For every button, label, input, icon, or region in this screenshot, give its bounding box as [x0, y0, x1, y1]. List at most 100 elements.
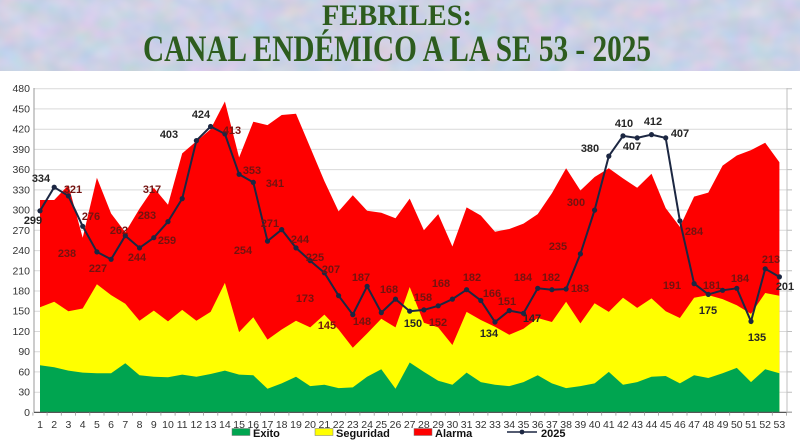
svg-text:26: 26 [390, 419, 402, 431]
svg-text:FEBRILES:: FEBRILES: [322, 0, 472, 32]
svg-text:90: 90 [18, 346, 30, 358]
svg-text:29: 29 [432, 419, 444, 431]
svg-text:341: 341 [266, 178, 284, 190]
svg-text:300: 300 [567, 197, 585, 209]
svg-text:191: 191 [663, 280, 681, 292]
svg-text:300: 300 [12, 205, 30, 217]
svg-text:30: 30 [447, 419, 459, 431]
svg-text:20: 20 [304, 419, 316, 431]
svg-text:5: 5 [94, 419, 100, 431]
svg-text:187: 187 [352, 272, 370, 284]
svg-text:1: 1 [37, 419, 43, 431]
svg-text:420: 420 [12, 124, 30, 136]
svg-text:35: 35 [518, 419, 530, 431]
svg-text:182: 182 [463, 272, 481, 284]
svg-text:210: 210 [12, 265, 30, 277]
svg-text:168: 168 [432, 278, 450, 290]
svg-text:283: 283 [138, 210, 156, 222]
svg-text:259: 259 [158, 235, 176, 247]
svg-text:53: 53 [774, 419, 786, 431]
svg-text:47: 47 [688, 419, 700, 431]
svg-text:284: 284 [685, 226, 704, 238]
svg-text:50: 50 [731, 419, 743, 431]
svg-text:3: 3 [65, 419, 71, 431]
svg-text:148: 148 [353, 316, 371, 328]
svg-text:0: 0 [24, 407, 30, 419]
svg-text:23: 23 [347, 419, 359, 431]
svg-text:52: 52 [759, 419, 771, 431]
svg-text:183: 183 [571, 283, 589, 295]
svg-text:28: 28 [418, 419, 430, 431]
svg-text:22: 22 [333, 419, 345, 431]
svg-text:60: 60 [18, 366, 30, 378]
svg-text:17: 17 [262, 419, 274, 431]
svg-text:Éxito: Éxito [253, 427, 280, 440]
svg-text:24: 24 [361, 419, 373, 431]
svg-text:CANAL ENDÉMICO A LA SE 53 - 20: CANAL ENDÉMICO A LA SE 53 - 2025 [143, 28, 651, 70]
svg-text:276: 276 [82, 211, 100, 223]
svg-text:18: 18 [276, 419, 288, 431]
svg-text:32: 32 [475, 419, 487, 431]
svg-text:173: 173 [296, 293, 314, 305]
svg-text:271: 271 [261, 218, 279, 230]
svg-text:244: 244 [291, 234, 310, 246]
svg-text:158: 158 [414, 292, 432, 304]
svg-text:410: 410 [615, 118, 633, 130]
svg-text:15: 15 [233, 419, 245, 431]
svg-text:46: 46 [674, 419, 686, 431]
svg-text:390: 390 [12, 144, 30, 156]
svg-text:13: 13 [205, 419, 217, 431]
svg-text:244: 244 [128, 252, 147, 264]
svg-text:353: 353 [243, 165, 261, 177]
svg-text:11: 11 [177, 419, 188, 431]
svg-text:25: 25 [375, 419, 387, 431]
svg-text:10: 10 [162, 419, 174, 431]
svg-text:9: 9 [151, 419, 157, 431]
svg-text:12: 12 [191, 419, 203, 431]
svg-text:134: 134 [480, 328, 499, 340]
svg-text:8: 8 [137, 419, 143, 431]
svg-text:317: 317 [143, 184, 161, 196]
svg-text:166: 166 [483, 288, 501, 300]
svg-text:37: 37 [546, 419, 558, 431]
svg-text:Seguridad: Seguridad [336, 428, 390, 440]
svg-text:38: 38 [560, 419, 572, 431]
svg-text:152: 152 [429, 317, 447, 329]
svg-text:480: 480 [12, 83, 30, 95]
svg-text:270: 270 [12, 225, 30, 237]
svg-text:145: 145 [318, 320, 336, 332]
svg-text:413: 413 [223, 125, 241, 137]
svg-text:330: 330 [12, 184, 30, 196]
svg-text:201: 201 [776, 281, 794, 293]
svg-text:2: 2 [51, 419, 57, 431]
svg-text:27: 27 [404, 419, 416, 431]
svg-text:150: 150 [12, 306, 30, 318]
svg-text:424: 424 [192, 109, 211, 121]
svg-text:225: 225 [306, 252, 324, 264]
svg-text:175: 175 [699, 305, 717, 317]
svg-text:235: 235 [549, 241, 567, 253]
svg-text:227: 227 [89, 263, 107, 275]
svg-text:34: 34 [503, 419, 515, 431]
svg-text:412: 412 [644, 116, 662, 128]
svg-text:407: 407 [671, 128, 689, 140]
svg-text:39: 39 [575, 419, 587, 431]
svg-text:184: 184 [514, 272, 533, 284]
svg-text:31: 31 [461, 419, 473, 431]
svg-text:262: 262 [110, 225, 128, 237]
svg-text:36: 36 [532, 419, 544, 431]
svg-text:213: 213 [762, 254, 780, 266]
svg-text:4: 4 [80, 419, 86, 431]
svg-text:16: 16 [247, 419, 259, 431]
svg-text:168: 168 [380, 284, 398, 296]
svg-text:41: 41 [603, 419, 615, 431]
svg-text:40: 40 [589, 419, 601, 431]
svg-text:182: 182 [542, 272, 560, 284]
svg-text:299: 299 [24, 215, 42, 227]
svg-text:334: 334 [32, 173, 51, 185]
svg-text:48: 48 [702, 419, 714, 431]
svg-text:407: 407 [623, 141, 641, 153]
svg-text:33: 33 [489, 419, 501, 431]
svg-text:44: 44 [646, 419, 658, 431]
svg-text:151: 151 [498, 296, 516, 308]
